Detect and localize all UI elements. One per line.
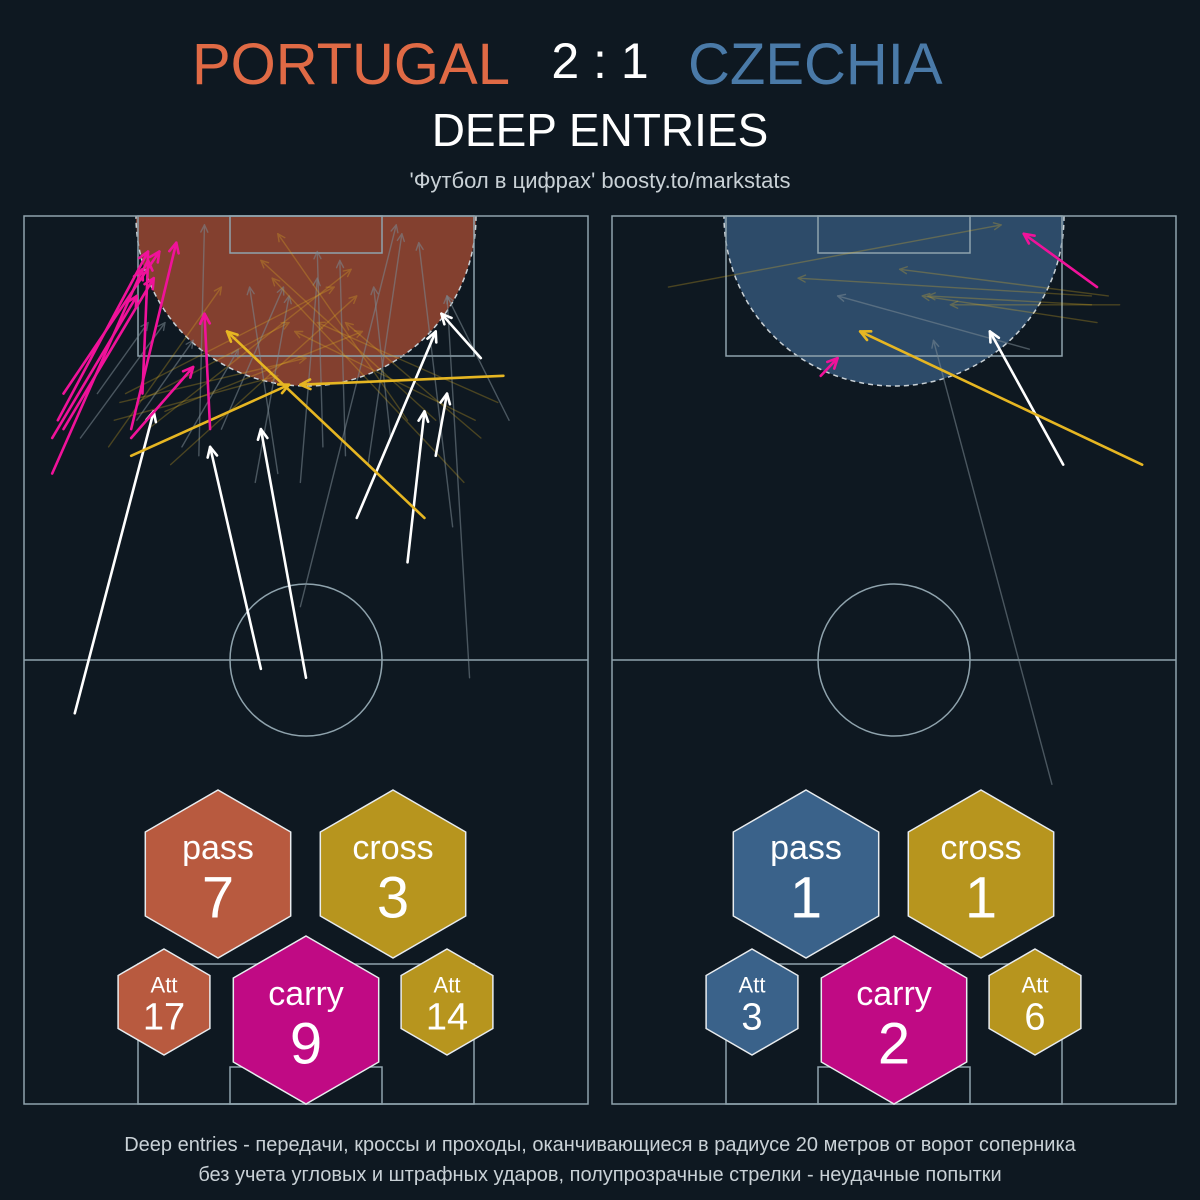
six-yard-box-top [229, 215, 383, 254]
deep-entry-zone [723, 216, 1065, 387]
failed-cross-arrow [260, 259, 437, 421]
footer-note-line-2: без учета угловых и штрафных ударов, пол… [198, 1164, 1001, 1186]
cross-arrow [225, 330, 426, 520]
pass-count-hexagon-value: 7 [202, 866, 234, 931]
failed-cross-arrow [921, 292, 1098, 324]
failed-pass-arrow [446, 295, 510, 421]
failed-pass-arrow [181, 348, 240, 448]
away-team-name: CZECHIA [688, 32, 943, 97]
carry-arrow [198, 312, 212, 431]
failed-pass-arrow [335, 259, 347, 457]
failed-cross-arrow [119, 355, 307, 404]
failed-cross-arrow [136, 321, 290, 404]
home-team-name: PORTUGAL [192, 32, 510, 97]
six-yard-box-top [817, 215, 971, 254]
failed-cross-arrow [898, 266, 1110, 297]
failed-pass-arrow [254, 295, 292, 484]
failed-pass-arrow [246, 286, 279, 475]
carry-count-hexagon-label: carry [268, 975, 344, 1013]
failed-cross-arrow [271, 277, 465, 484]
carry-arrow [62, 250, 161, 395]
pass-arrow [988, 330, 1065, 466]
cross-attempts-hexagon-value: 6 [1024, 997, 1045, 1039]
failed-pass-arrow [836, 293, 1031, 350]
failed-cross-arrow [927, 292, 1093, 306]
pass-arrow [434, 392, 452, 458]
pass-attempts-hexagon-label: Att [151, 972, 178, 997]
failed-cross-arrow [316, 321, 499, 404]
failed-cross-arrow [797, 274, 1093, 297]
pass-attempts-hexagon-label: Att [739, 972, 766, 997]
failed-pass-arrow [367, 233, 405, 466]
carry-arrow [819, 356, 839, 378]
chart-subtitle: 'Футбол в цифрах' boosty.to/markstats [410, 168, 791, 193]
deep-entry-zone [135, 216, 477, 387]
pass-arrow [440, 312, 483, 360]
carry-arrow [129, 365, 195, 440]
pass-attempts-hexagon-value: 3 [741, 997, 762, 1039]
pass-arrow [355, 330, 438, 520]
cross-attempts-hexagon-label: Att [434, 972, 461, 997]
failed-pass-arrow [96, 321, 149, 395]
pass-arrow [73, 410, 158, 715]
pass-arrow [256, 427, 308, 680]
failed-pass-arrow [370, 286, 392, 439]
carry-arrow [1022, 232, 1099, 289]
carry-arrow [50, 294, 139, 440]
cross-attempts-hexagon-value: 14 [426, 997, 468, 1039]
failed-cross-arrow [147, 268, 352, 430]
cross-arrow [299, 374, 505, 391]
pass-count-hexagon-value: 1 [790, 866, 822, 931]
failed-pass-arrow [313, 250, 324, 448]
pass-count-hexagon-label: pass [182, 829, 254, 867]
failed-pass-arrow [931, 339, 1053, 786]
cross-count-hexagon-label: cross [940, 829, 1021, 867]
failed-cross-arrow [277, 233, 409, 421]
cross-attempts-hexagon-label: Att [1022, 972, 1049, 997]
pass-arrow [206, 445, 263, 671]
match-score: 2 : 1 [551, 33, 648, 89]
carry-count-hexagon-value: 9 [290, 1012, 322, 1077]
failed-pass-arrow [220, 286, 285, 430]
failed-cross-arrow [169, 295, 358, 466]
pass-arrow [406, 410, 430, 564]
carry-count-hexagon-label: carry [856, 975, 932, 1013]
carry-arrow [62, 276, 156, 431]
carry-count-hexagon-value: 2 [878, 1012, 910, 1077]
center-circle [817, 583, 971, 737]
failed-cross-arrow [949, 300, 1121, 309]
cross-count-hexagon-value: 1 [965, 866, 997, 931]
failed-cross-arrow [667, 222, 1002, 288]
cross-arrow [858, 330, 1144, 466]
chart-title: DEEP ENTRIES [432, 104, 769, 156]
pass-count-hexagon-label: pass [770, 829, 842, 867]
cross-count-hexagon-value: 3 [377, 866, 409, 931]
failed-pass-arrow [299, 224, 399, 608]
pass-attempts-hexagon-value: 17 [143, 997, 185, 1039]
failed-cross-arrow [164, 330, 364, 413]
failed-pass-arrow [79, 321, 166, 439]
failed-pass-arrow [415, 241, 454, 528]
carry-arrow [129, 241, 180, 431]
footer-note-line-1: Deep entries - передачи, кроссы и проход… [124, 1134, 1076, 1156]
failed-cross-arrow [107, 286, 223, 448]
failed-pass-arrow [136, 339, 194, 421]
carry-arrow [141, 259, 154, 395]
cross-count-hexagon-label: cross [352, 829, 433, 867]
